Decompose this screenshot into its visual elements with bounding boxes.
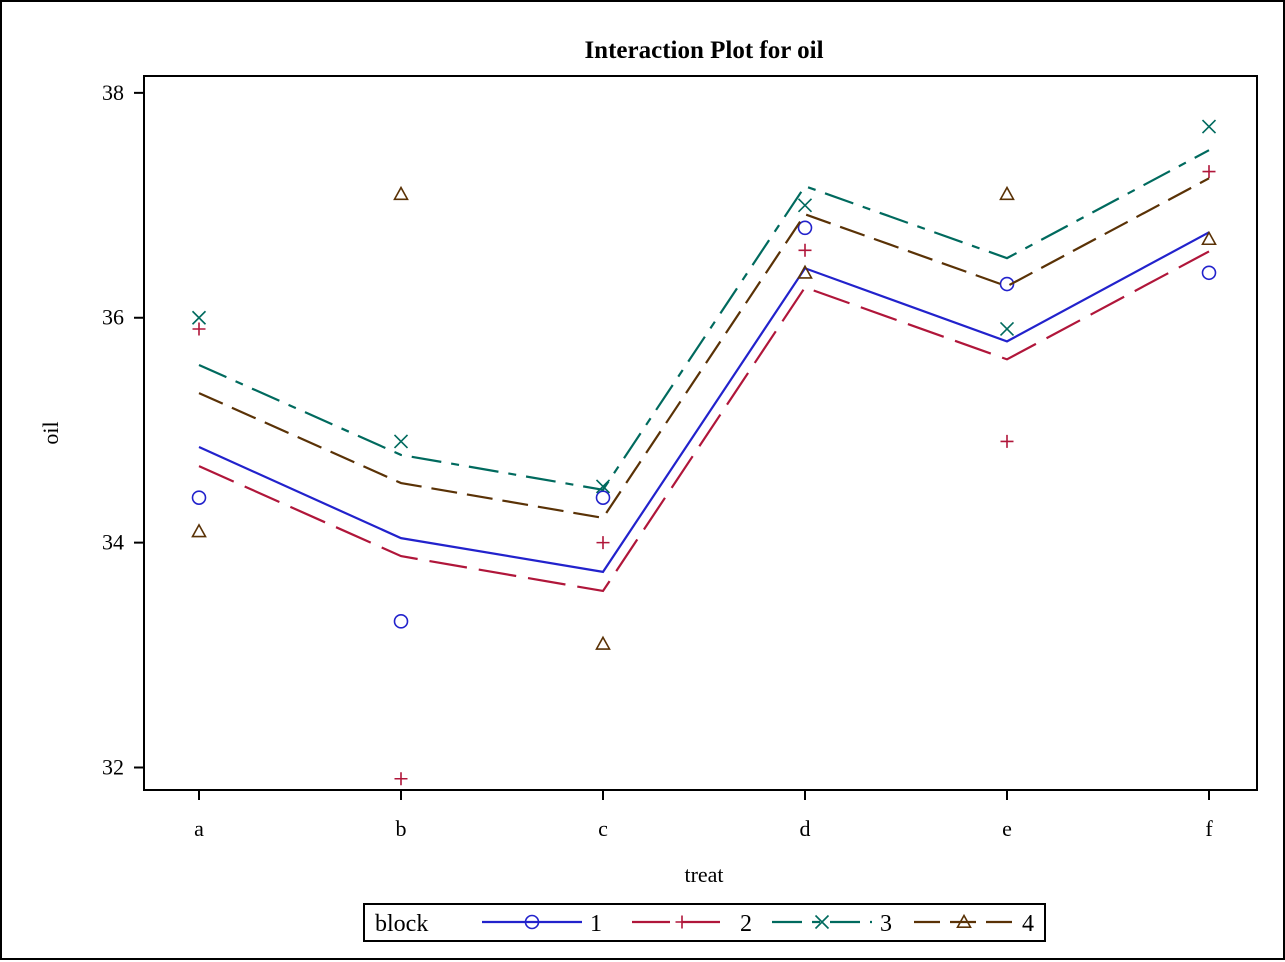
y-tick-label: 36 (102, 305, 124, 330)
data-point-2-f (1202, 165, 1216, 179)
legend-marker-1 (524, 914, 540, 930)
data-point-3-e (999, 321, 1015, 337)
data-point-4-d (797, 264, 813, 279)
y-tick-label: 32 (102, 755, 124, 780)
data-point-1-c (595, 490, 611, 505)
legend-marker-2 (675, 915, 689, 929)
legend-title: block (375, 911, 428, 937)
data-point-3-c (595, 479, 611, 494)
data-point-1-a (191, 490, 207, 505)
data-point-2-c (596, 536, 610, 550)
data-point-4-a (191, 523, 207, 538)
data-point-2-e (1000, 434, 1014, 448)
x-tick-label: d (800, 816, 811, 841)
x-tick-label: c (598, 816, 608, 841)
legend-item-3: 3 (772, 911, 892, 937)
legend-label-2: 2 (740, 911, 752, 937)
series-line-2 (198, 250, 1210, 593)
legend-label-3: 3 (880, 911, 892, 937)
data-point-4-c (595, 635, 611, 650)
data-point-2-b (394, 772, 408, 786)
y-tick-label: 38 (102, 80, 124, 105)
x-tick-label: e (1002, 816, 1012, 841)
legend-items: 1 2 3 4 (482, 911, 1034, 937)
legend-marker-3 (814, 914, 830, 930)
x-axis-label: treat (684, 862, 723, 887)
legend-label-1: 1 (590, 911, 602, 937)
data-point-1-d (797, 220, 813, 236)
series-line-4 (198, 177, 1210, 520)
data-point-4-f (1201, 230, 1217, 246)
y-tick-label: 34 (102, 530, 124, 555)
legend-item-4: 4 (914, 911, 1034, 937)
data-point-3-f (1201, 119, 1217, 134)
plot-area (143, 75, 1258, 791)
series-line-1 (198, 231, 1210, 574)
x-tick-label: a (194, 816, 204, 841)
series-line-3 (198, 149, 1210, 491)
data-point-3-b (393, 434, 409, 449)
data-point-1-f (1201, 265, 1217, 281)
data-point-2-d (798, 243, 812, 257)
series-block-4 (191, 177, 1217, 650)
y-axis-label: oil (38, 421, 63, 444)
data-point-4-b (393, 185, 409, 201)
legend-item-2: 2 (632, 911, 752, 937)
data-point-1-b (393, 614, 409, 629)
legend-item-1: 1 (482, 911, 602, 937)
data-point-4-e (999, 185, 1015, 201)
chart-title: Interaction Plot for oil (584, 37, 823, 64)
series-block-3 (191, 119, 1217, 494)
legend-marker-4 (956, 913, 972, 928)
series-layer (191, 119, 1217, 786)
data-point-3-d (797, 198, 813, 213)
x-tick-label: b (396, 816, 407, 841)
series-block-1 (191, 220, 1217, 629)
x-axis: a b c d e f (194, 790, 1213, 841)
y-axis: 32 34 36 38 (102, 80, 144, 780)
legend: block 1 2 3 4 (363, 903, 1046, 942)
legend-label-4: 4 (1022, 911, 1034, 937)
data-point-3-a (191, 310, 207, 325)
data-point-2-a (192, 322, 206, 336)
x-tick-label: f (1205, 816, 1213, 841)
series-block-2 (192, 165, 1216, 786)
